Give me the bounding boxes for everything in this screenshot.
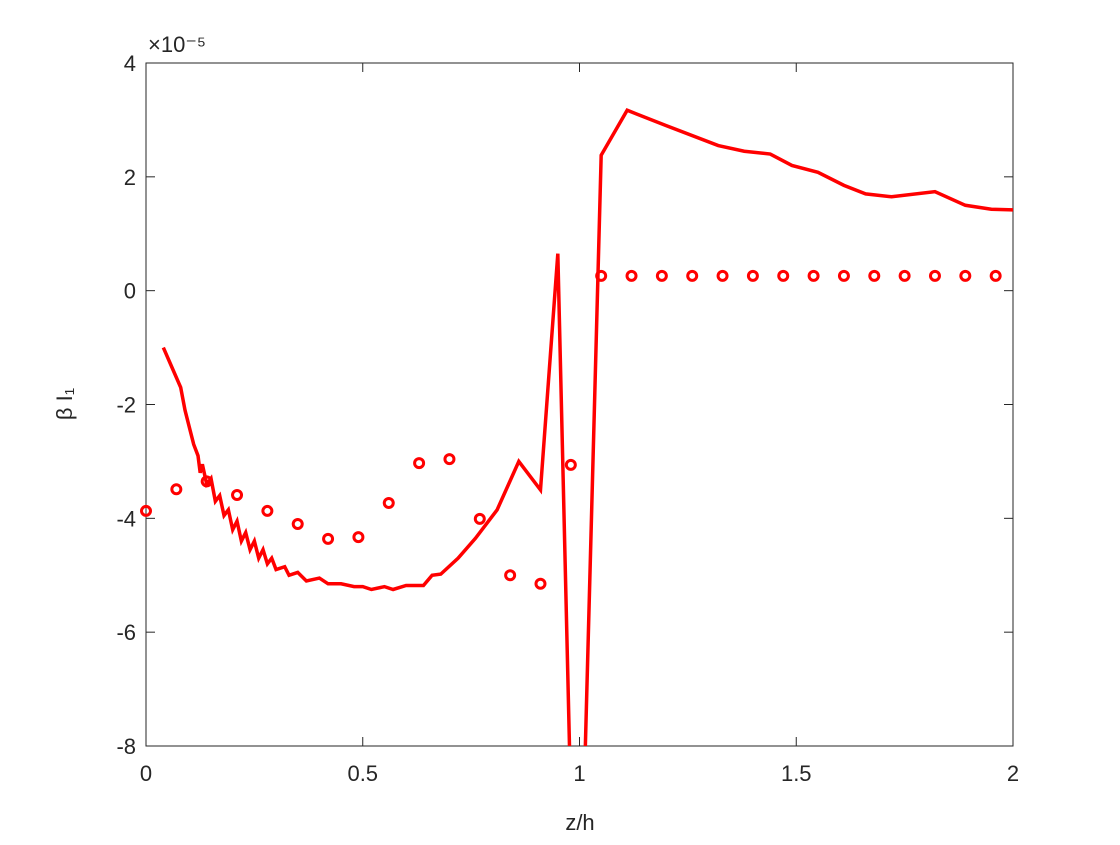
data-point (625, 269, 638, 282)
x-tick-label: 1 (573, 761, 585, 786)
data-point (777, 269, 790, 282)
data-point (534, 577, 547, 590)
data-point (807, 269, 820, 282)
data-point (170, 483, 183, 496)
data-point (322, 532, 335, 545)
plot-frame (145, 62, 1014, 747)
data-point (382, 496, 395, 509)
data-point (746, 269, 759, 282)
data-point (443, 453, 456, 466)
y-tick-label: -2 (116, 393, 136, 418)
data-point (655, 269, 668, 282)
x-axis-label: z/h (565, 810, 594, 835)
data-point (200, 475, 213, 488)
y-tick-label: 0 (124, 279, 136, 304)
y-axis-label: β I₁ (52, 388, 77, 420)
x-tick-label: 0.5 (347, 761, 378, 786)
data-point (564, 458, 577, 471)
data-point (231, 488, 244, 501)
data-point (595, 269, 608, 282)
data-line (161, 108, 1013, 746)
y-tick-label: 2 (124, 165, 136, 190)
y-tick-label: 4 (124, 51, 136, 76)
y-tick-label: -6 (116, 620, 136, 645)
y-exponent-label: ×10⁻⁵ (148, 32, 206, 57)
y-tick-label: -4 (116, 506, 136, 531)
data-point (837, 269, 850, 282)
data-point (504, 569, 517, 582)
data-point (928, 269, 941, 282)
data-point (140, 504, 152, 517)
data-point (261, 504, 274, 517)
data-point (291, 518, 304, 531)
x-tick-label: 0 (140, 761, 152, 786)
data-point (473, 512, 486, 525)
y-tick-label: -8 (116, 734, 136, 759)
x-tick-label: 2 (1007, 761, 1019, 786)
data-point (686, 269, 699, 282)
data-point (868, 269, 881, 282)
data-point (716, 269, 729, 282)
data-point (352, 531, 365, 544)
data-point (898, 269, 911, 282)
data-point (413, 457, 426, 470)
data-point (989, 269, 1002, 282)
x-tick-label: 1.5 (781, 761, 812, 786)
data-point (959, 269, 972, 282)
